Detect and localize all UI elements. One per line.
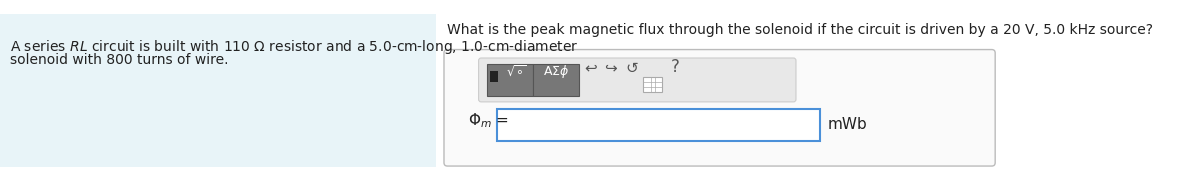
Text: mWb: mWb [827,117,866,132]
Bar [490,71,498,83]
Text: What is the peak magnetic flux through the solenoid if the circuit is driven by : What is the peak magnetic flux through t… [448,23,1153,37]
FancyBboxPatch shape [487,64,533,96]
FancyBboxPatch shape [0,14,436,167]
Text: ↪: ↪ [604,61,617,76]
Text: $\sqrt{\circ}$: $\sqrt{\circ}$ [506,65,527,80]
FancyBboxPatch shape [479,58,796,102]
Bar [643,77,661,92]
FancyBboxPatch shape [444,50,995,166]
Text: $\Phi_m$ =: $\Phi_m$ = [468,111,510,130]
Text: ↩: ↩ [584,61,598,76]
Text: solenoid with 800 turns of wire.: solenoid with 800 turns of wire. [10,53,229,67]
Text: ?: ? [671,58,679,76]
FancyBboxPatch shape [497,109,820,141]
FancyBboxPatch shape [534,64,580,96]
Text: ↺: ↺ [625,61,637,76]
Text: A series $RL$ circuit is built with 110 Ω resistor and a 5.0-cm-long, 1.0-cm-dia: A series $RL$ circuit is built with 110 … [10,38,578,56]
Text: A$\Sigma\phi$: A$\Sigma\phi$ [544,63,569,80]
